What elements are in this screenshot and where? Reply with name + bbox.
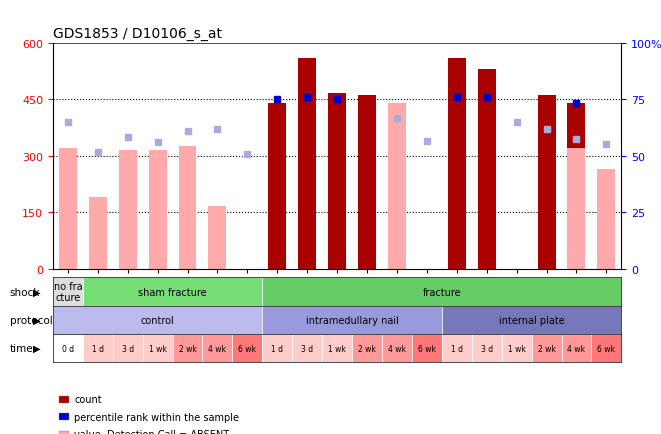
Bar (568, 104, 586, 269)
Text: sham fracture: sham fracture (138, 287, 207, 297)
Bar (358, 96, 376, 269)
Text: 1 wk: 1 wk (508, 344, 525, 353)
FancyBboxPatch shape (502, 334, 531, 362)
Text: value, Detection Call = ABSENT: value, Detection Call = ABSENT (74, 429, 229, 434)
Text: 1 wk: 1 wk (149, 344, 167, 353)
FancyBboxPatch shape (442, 306, 621, 334)
Bar (568, 149, 586, 269)
Bar (89, 197, 106, 269)
FancyBboxPatch shape (262, 306, 442, 334)
Text: shock: shock (10, 287, 40, 297)
Text: 2 wk: 2 wk (537, 344, 555, 353)
Text: percentile rank within the sample: percentile rank within the sample (74, 412, 239, 421)
Text: internal plate: internal plate (498, 315, 564, 325)
Text: 0 d: 0 d (61, 344, 74, 353)
Bar (208, 207, 227, 269)
FancyBboxPatch shape (382, 334, 412, 362)
Bar (178, 147, 196, 269)
Text: 3 d: 3 d (301, 344, 313, 353)
FancyBboxPatch shape (531, 334, 561, 362)
FancyBboxPatch shape (202, 334, 233, 362)
Bar (598, 169, 615, 269)
FancyBboxPatch shape (143, 334, 173, 362)
Bar (268, 104, 286, 269)
Bar (447, 59, 466, 269)
FancyBboxPatch shape (113, 334, 143, 362)
Bar (478, 70, 496, 269)
Bar (149, 151, 167, 269)
Text: GDS1853 / D10106_s_at: GDS1853 / D10106_s_at (53, 27, 222, 41)
FancyBboxPatch shape (83, 334, 113, 362)
FancyBboxPatch shape (472, 334, 502, 362)
FancyBboxPatch shape (173, 334, 202, 362)
Text: 3 d: 3 d (122, 344, 134, 353)
Text: intramedullary nail: intramedullary nail (305, 315, 399, 325)
Text: 3 d: 3 d (481, 344, 492, 353)
Bar (537, 96, 555, 269)
Bar (298, 59, 316, 269)
FancyBboxPatch shape (322, 334, 352, 362)
Text: 4 wk: 4 wk (208, 344, 227, 353)
Text: no fra
cture: no fra cture (54, 281, 82, 302)
Bar (328, 94, 346, 269)
FancyBboxPatch shape (53, 334, 83, 362)
Text: protocol: protocol (10, 315, 53, 325)
Text: ▶: ▶ (32, 343, 40, 353)
FancyBboxPatch shape (262, 334, 292, 362)
Text: fracture: fracture (422, 287, 461, 297)
Text: 1 d: 1 d (451, 344, 463, 353)
Text: time: time (10, 343, 34, 353)
Text: 4 wk: 4 wk (567, 344, 586, 353)
FancyBboxPatch shape (53, 306, 262, 334)
FancyBboxPatch shape (83, 278, 262, 306)
FancyBboxPatch shape (292, 334, 322, 362)
Bar (388, 104, 406, 269)
FancyBboxPatch shape (262, 278, 621, 306)
Text: ▶: ▶ (32, 315, 40, 325)
FancyBboxPatch shape (442, 334, 472, 362)
Text: 6 wk: 6 wk (598, 344, 615, 353)
Bar (59, 149, 77, 269)
Text: 2 wk: 2 wk (178, 344, 196, 353)
FancyBboxPatch shape (561, 334, 592, 362)
Text: 2 wk: 2 wk (358, 344, 376, 353)
Text: count: count (74, 395, 102, 404)
FancyBboxPatch shape (53, 278, 83, 306)
Text: 6 wk: 6 wk (418, 344, 436, 353)
Text: 1 d: 1 d (92, 344, 104, 353)
Text: ▶: ▶ (32, 287, 40, 297)
Text: 1 d: 1 d (271, 344, 284, 353)
Text: 4 wk: 4 wk (388, 344, 406, 353)
Text: 1 wk: 1 wk (328, 344, 346, 353)
Text: control: control (141, 315, 175, 325)
Text: 6 wk: 6 wk (239, 344, 256, 353)
FancyBboxPatch shape (352, 334, 382, 362)
FancyBboxPatch shape (412, 334, 442, 362)
FancyBboxPatch shape (592, 334, 621, 362)
FancyBboxPatch shape (233, 334, 262, 362)
Bar (119, 151, 137, 269)
